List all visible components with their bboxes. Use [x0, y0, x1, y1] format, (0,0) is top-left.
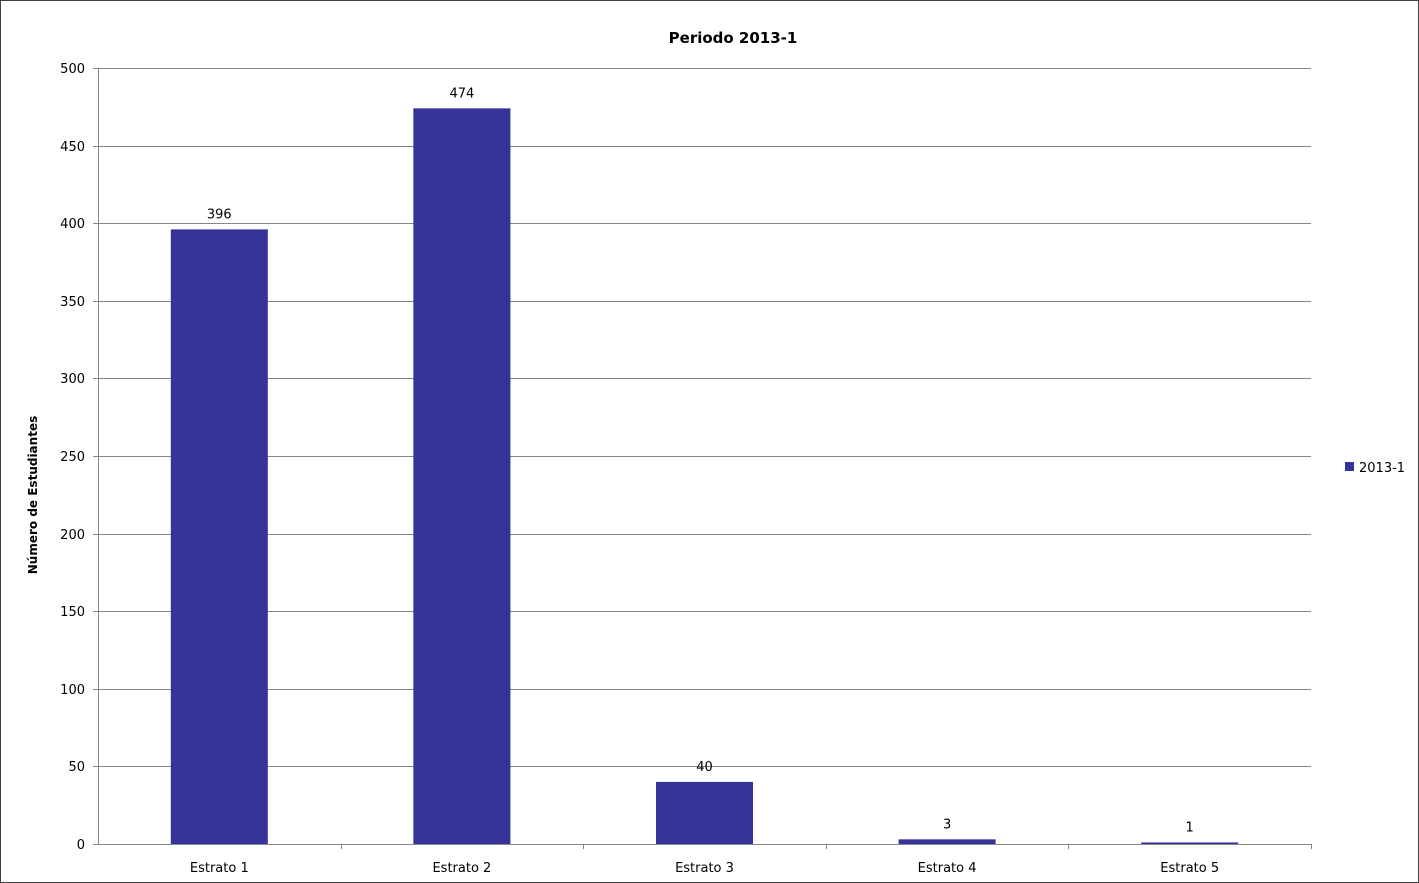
- bars: [170, 108, 1239, 845]
- data-label: 1: [1186, 820, 1194, 835]
- y-tick-label: 100: [60, 683, 85, 698]
- y-tick-label: 300: [60, 372, 85, 387]
- y-tick-label: 0: [77, 838, 85, 853]
- y-tick-label: 450: [60, 140, 85, 155]
- x-tick-label: Estrato 1: [190, 861, 249, 876]
- y-axis-ticks: 0 50 100 150 200 250 300 350 400 450 500: [60, 62, 85, 853]
- y-tick-label: 150: [60, 605, 85, 620]
- bar: [1141, 842, 1239, 844]
- bar: [413, 108, 511, 845]
- data-label: 3: [943, 817, 951, 832]
- data-labels: 396 474 40 3 1: [207, 86, 1194, 835]
- y-tick-label: 50: [68, 760, 85, 775]
- legend-swatch: [1345, 462, 1354, 471]
- gridlines: [93, 68, 1311, 845]
- x-axis-ticks: Estrato 1 Estrato 2 Estrato 3 Estrato 4 Estr…: [190, 844, 1312, 876]
- data-label: 474: [449, 86, 474, 101]
- y-tick-label: 200: [60, 528, 85, 543]
- legend: 2013-1: [1345, 461, 1405, 476]
- bar: [655, 781, 754, 844]
- legend-label: 2013-1: [1359, 461, 1405, 476]
- y-tick-label: 250: [60, 450, 85, 465]
- x-tick-label: Estrato 2: [432, 861, 491, 876]
- y-tick-label: 400: [60, 217, 85, 232]
- data-label: 396: [207, 207, 232, 222]
- x-tick-label: Estrato 3: [675, 861, 734, 876]
- y-tick-label: 500: [60, 62, 85, 77]
- y-tick-label: 350: [60, 295, 85, 310]
- bar: [170, 229, 268, 844]
- chart-title: Periodo 2013-1: [669, 29, 798, 47]
- x-tick-label: Estrato 4: [918, 861, 977, 876]
- bar: [898, 839, 996, 844]
- x-tick-label: Estrato 5: [1160, 861, 1219, 876]
- y-axis-title: Número de Estudiantes: [26, 416, 40, 574]
- data-label: 40: [696, 760, 713, 775]
